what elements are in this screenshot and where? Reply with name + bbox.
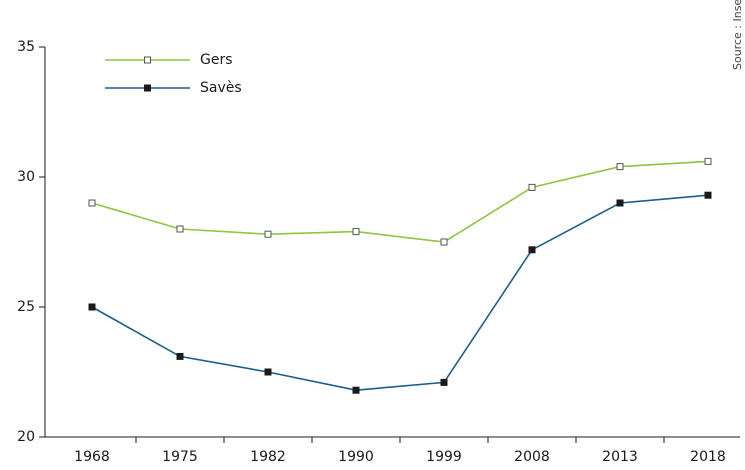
point: [616, 163, 624, 171]
x-tick-label: 1975: [162, 449, 198, 465]
point: [264, 368, 272, 376]
x-tick-label: 2013: [602, 449, 638, 465]
y-tick-label: 20: [17, 429, 35, 445]
point: [440, 378, 448, 386]
x-tick-label: 1968: [74, 449, 110, 465]
point: [176, 352, 184, 360]
y-tick-label: 35: [17, 39, 35, 55]
x-tick-label: 1990: [338, 449, 374, 465]
point: [352, 228, 360, 236]
point: [528, 183, 536, 191]
point: [528, 246, 536, 254]
legend-label: Savès: [200, 80, 242, 96]
y-tick-label: 25: [17, 299, 35, 315]
point: [616, 199, 624, 207]
point: [704, 157, 712, 165]
point: [440, 238, 448, 246]
legend-label: Gers: [200, 52, 233, 68]
x-tick-label: 2018: [690, 449, 726, 465]
x-tick-label: 1999: [426, 449, 462, 465]
point: [264, 230, 272, 238]
source-annotation: Source : Insee 2018: [731, 0, 744, 70]
y-tick-label: 30: [17, 169, 35, 185]
x-tick-label: 1982: [250, 449, 286, 465]
point: [176, 225, 184, 233]
series-line: [91, 194, 709, 392]
series-line: [91, 160, 709, 243]
point: [704, 191, 712, 199]
point: [352, 386, 360, 394]
legend-marker: [144, 56, 151, 64]
legend-marker: [144, 84, 151, 92]
x-tick-label: 2008: [514, 449, 550, 465]
point: [88, 303, 96, 311]
point: [88, 199, 96, 207]
